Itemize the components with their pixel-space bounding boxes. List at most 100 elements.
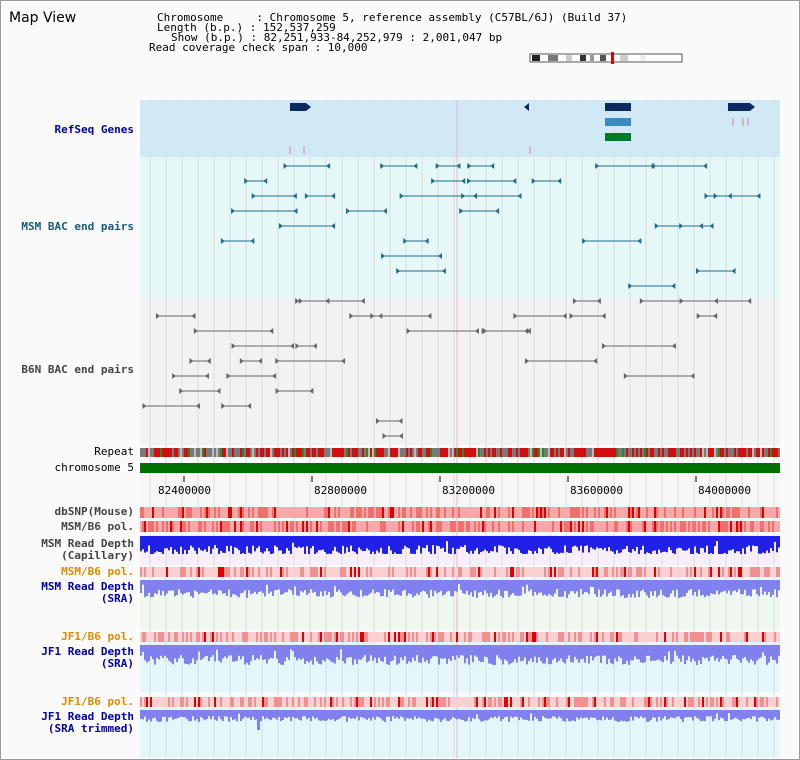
polymorphism-cell: [194, 521, 196, 532]
track-label-jf1-depth-trimmed[interactable]: JF1 Read Depth (SRA trimmed): [41, 710, 134, 735]
read-depth-bar: [678, 536, 680, 548]
read-depth-bar: [426, 645, 428, 661]
polymorphism-cell: [630, 697, 632, 707]
track-label-b6n-bac[interactable]: B6N BAC end pairs: [21, 363, 134, 376]
read-depth-bar: [194, 710, 196, 721]
read-depth-bar: [288, 536, 290, 551]
track-label-jf1-depth-sra[interactable]: JF1 Read Depth (SRA): [41, 645, 134, 670]
polymorphism-cell: [220, 521, 222, 532]
read-depth-bar: [314, 536, 316, 554]
track-label-refseq[interactable]: RefSeq Genes: [54, 123, 134, 136]
read-depth-bar: [622, 580, 624, 596]
polymorphism-cell: [762, 632, 764, 642]
repeat-segment: [242, 448, 244, 457]
read-depth-bar: [290, 710, 292, 722]
read-depth-bar: [664, 536, 666, 552]
repeat-segment: [600, 448, 602, 457]
read-depth-bar: [534, 645, 536, 657]
read-depth-bar: [338, 645, 340, 660]
polymorphism-cell: [434, 507, 436, 518]
polymorphism-cell: [776, 697, 778, 707]
read-depth-bar: [350, 645, 352, 658]
polymorphism-cell: [324, 632, 326, 642]
track-label-dbsnp[interactable]: dbSNP(Mouse): [54, 505, 134, 518]
repeat-segment: [376, 448, 378, 457]
read-depth-bar: [182, 536, 184, 554]
repeat-segment: [738, 448, 740, 457]
polymorphism-cell: [728, 521, 730, 532]
polymorphism-cell: [442, 521, 444, 532]
polymorphism-cell: [170, 697, 172, 707]
polymorphism-cell: [332, 567, 334, 577]
polymorphism-cell: [628, 521, 630, 532]
polymorphism-cell: [272, 521, 274, 532]
repeat-segment: [620, 448, 622, 457]
polymorphism-cell: [564, 567, 566, 577]
read-depth-bar: [778, 580, 780, 591]
read-depth-bar: [184, 645, 186, 664]
polymorphism-cell: [244, 632, 246, 642]
repeat-segment: [146, 448, 148, 457]
polymorphism-cell: [158, 632, 160, 642]
read-depth-bar: [752, 710, 754, 717]
polymorphism-cell: [678, 567, 680, 577]
polymorphism-cell: [264, 632, 266, 642]
repeat-segment: [646, 448, 648, 457]
read-depth-bar: [476, 710, 478, 715]
read-depth-bar: [324, 536, 326, 552]
read-depth-bar: [326, 536, 328, 554]
read-depth-bar: [656, 710, 658, 722]
polymorphism-cell: [632, 521, 634, 532]
read-depth-bar: [440, 710, 442, 722]
read-depth-bar: [514, 710, 516, 717]
polymorphism-cell: [714, 567, 716, 577]
read-depth-bar: [306, 580, 308, 595]
track-label-msm-b6-pol[interactable]: MSM/B6 pol.: [61, 520, 134, 533]
read-depth-bar: [594, 580, 596, 595]
read-depth-bar: [454, 645, 456, 660]
read-depth-bar: [476, 536, 478, 549]
polymorphism-cell: [510, 567, 512, 577]
read-depth-bar: [496, 710, 498, 719]
read-depth-bar: [496, 536, 498, 553]
read-depth-bar: [146, 710, 148, 722]
refseq-gene-arrow: [750, 103, 755, 111]
read-depth-bar: [638, 645, 640, 660]
polymorphism-cell: [656, 507, 658, 518]
track-label-jf1-b6-pol-2[interactable]: JF1/B6 pol.: [61, 695, 134, 708]
polymorphism-cell: [442, 697, 444, 707]
read-depth-bar: [746, 580, 748, 596]
polymorphism-cell: [580, 697, 582, 707]
polymorphism-cell: [286, 507, 288, 518]
track-label-msm-bac[interactable]: MSM BAC end pairs: [21, 220, 134, 233]
repeat-segment: [262, 448, 264, 457]
read-depth-bar: [534, 536, 536, 551]
read-depth-bar: [174, 536, 176, 550]
polymorphism-cell: [470, 697, 472, 707]
read-depth-bar: [148, 645, 150, 662]
read-depth-bar: [754, 710, 756, 717]
read-depth-bar: [654, 710, 656, 718]
polymorphism-cell: [750, 632, 752, 642]
read-depth-bar: [388, 580, 390, 591]
track-label-msm-b6-pol-2[interactable]: MSM/B6 pol.: [61, 565, 134, 578]
polymorphism-cell: [320, 697, 322, 707]
repeat-segment: [364, 448, 366, 457]
polymorphism-cell: [564, 521, 566, 532]
polymorphism-cell: [422, 567, 424, 577]
track-label-msm-depth-capillary[interactable]: MSM Read Depth (Capillary): [41, 537, 134, 562]
polymorphism-cell: [396, 521, 398, 532]
track-label-msm-depth-sra[interactable]: MSM Read Depth (SRA): [41, 580, 134, 605]
polymorphism-cell: [634, 567, 636, 577]
read-depth-bar: [274, 536, 276, 546]
track-label-jf1-b6-pol[interactable]: JF1/B6 pol.: [61, 630, 134, 643]
repeat-segment: [286, 448, 288, 457]
polymorphism-cell: [652, 507, 654, 518]
polymorphism-cell: [368, 567, 370, 577]
read-depth-bar: [706, 536, 708, 546]
polymorphism-cell: [312, 632, 314, 642]
read-depth-bar: [740, 645, 742, 663]
polymorphism-cell: [270, 632, 272, 642]
read-depth-bar: [676, 536, 678, 549]
